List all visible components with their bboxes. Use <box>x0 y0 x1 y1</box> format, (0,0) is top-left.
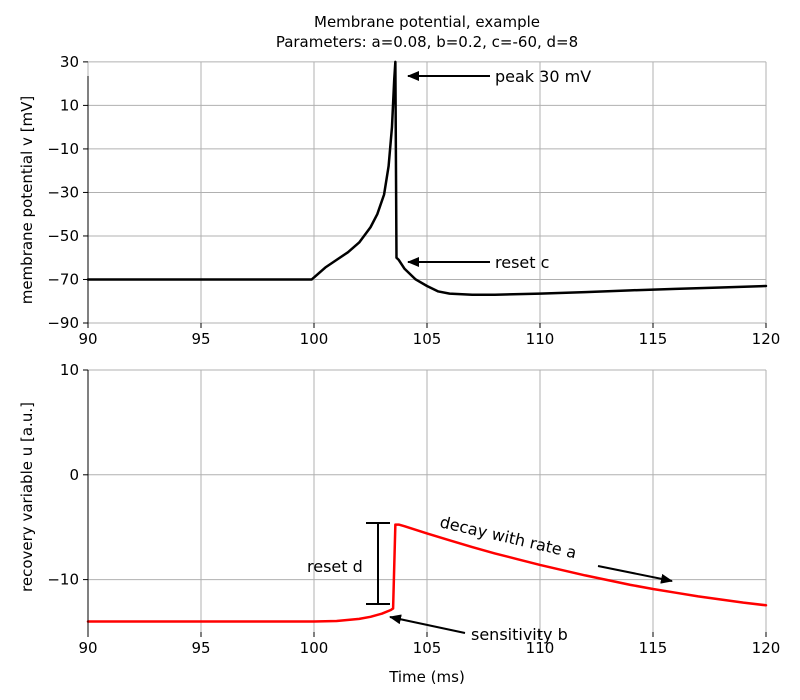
sensitivity-arrow <box>389 614 466 634</box>
top-x-tick-label: 90 <box>78 330 97 348</box>
top-y-tick-label: −50 <box>47 227 79 245</box>
sensitivity-annotation: sensitivity b <box>471 625 568 644</box>
top-y-tick-label: −70 <box>47 270 79 288</box>
top-x-tick-label: 120 <box>752 330 781 348</box>
bottom-y-tick-label: 10 <box>60 361 79 379</box>
chart-title: Membrane potential, example <box>314 13 540 31</box>
bottom-x-tick-label: 95 <box>191 639 210 657</box>
decay-arrow <box>597 565 673 584</box>
bottom-series <box>86 523 768 623</box>
peak-annotation: peak 30 mV <box>495 67 591 86</box>
top-x-tick-label: 110 <box>526 330 555 348</box>
top-y-tick-label: −10 <box>47 140 79 158</box>
reset-d-annotation: reset d <box>307 557 363 576</box>
bottom-y-ticks: 10 0 −10 <box>47 361 88 589</box>
bottom-y-axis-label: recovery variable u [a.u.] <box>18 402 36 592</box>
top-grid <box>87 61 767 324</box>
reset-c-annotation: reset c <box>495 253 549 272</box>
x-axis-label: Time (ms) <box>388 668 465 686</box>
top-x-tick-label: 95 <box>191 330 210 348</box>
bottom-x-tick-label: 115 <box>639 639 668 657</box>
recovery-variable-panel: 90 95 100 105 110 115 120 100−10 recovery vari… <box>18 361 780 686</box>
top-x-ticks: 90 95 100 105 110 115 120 <box>78 323 780 348</box>
top-x-tick-label: 105 <box>413 330 442 348</box>
top-y-tick-label: 30 <box>60 53 79 71</box>
bottom-x-ticks: 90 95 100 105 110 115 120 <box>78 632 780 657</box>
bottom-x-tick-label: 110 <box>526 639 555 657</box>
chart-subtitle: Parameters: a=0.08, b=0.2, c=-60, d=8 <box>276 33 578 51</box>
bottom-y-tick-label: −10 <box>47 571 79 589</box>
bottom-x-tick-label: 100 <box>300 639 329 657</box>
reset-d-bracket <box>366 522 390 605</box>
membrane-potential-panel: 90 95 100 105 110 115 120 3010−10−30−50−70−90 … <box>18 53 780 348</box>
bottom-x-tick-label: 90 <box>78 639 97 657</box>
decay-annotation: decay with rate a <box>438 512 578 562</box>
bottom-x-tick-label: 105 <box>413 639 442 657</box>
bottom-grid <box>87 369 767 632</box>
top-x-tick-label: 100 <box>300 330 329 348</box>
top-series-line <box>86 60 768 296</box>
bottom-series-line <box>86 523 768 623</box>
top-y-ticks: 30 10 −10 −30 −50 −70 −90 <box>47 53 88 332</box>
bottom-annotations: reset d sensitivity b decay with rate a <box>307 512 673 644</box>
top-y-axis-label: membrane potential v [mV] <box>18 96 36 305</box>
top-annotations: peak 30 mV reset c <box>407 67 591 272</box>
bottom-y-tick-label: 0 <box>69 466 79 484</box>
top-y-tick-label: −30 <box>47 183 79 201</box>
top-y-tick-label: 10 <box>60 96 79 114</box>
top-y-tick-label: −90 <box>47 314 79 332</box>
bottom-x-tick-label: 120 <box>752 639 781 657</box>
top-series <box>86 60 768 296</box>
top-x-tick-label: 115 <box>639 330 668 348</box>
